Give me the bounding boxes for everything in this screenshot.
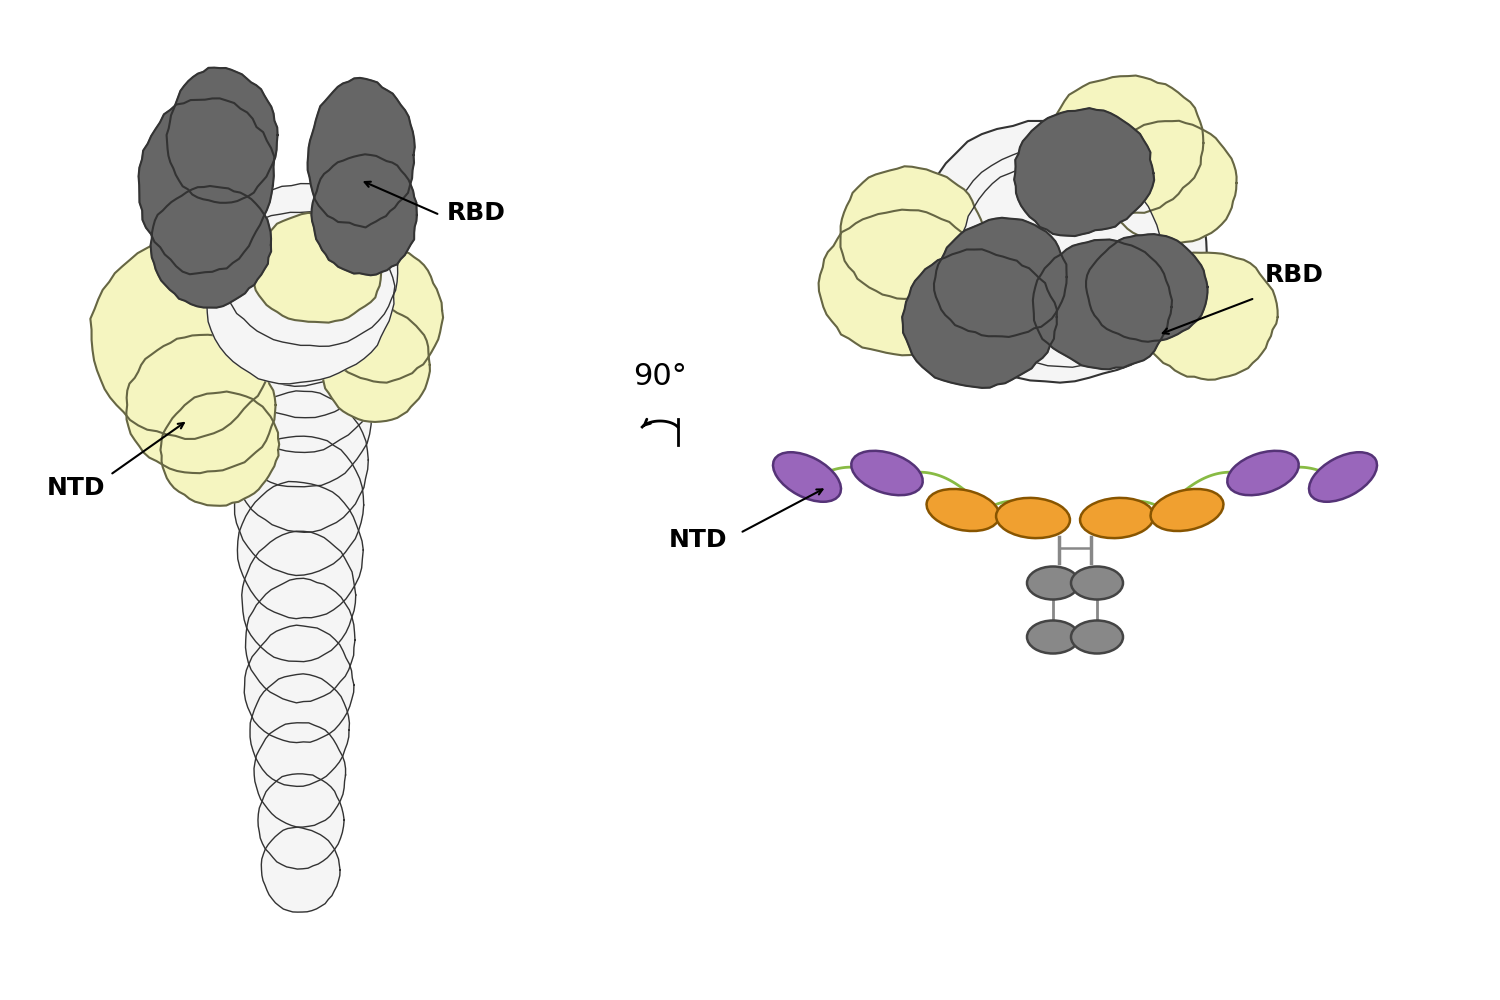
Polygon shape (220, 184, 398, 346)
Polygon shape (321, 307, 430, 422)
Polygon shape (308, 78, 414, 227)
Ellipse shape (1071, 566, 1124, 599)
Polygon shape (244, 625, 354, 743)
Ellipse shape (1028, 620, 1078, 654)
Text: RBD: RBD (447, 201, 506, 225)
Polygon shape (840, 166, 984, 299)
Polygon shape (312, 154, 417, 275)
Polygon shape (150, 186, 272, 308)
Ellipse shape (772, 452, 842, 502)
Polygon shape (251, 674, 350, 786)
Polygon shape (252, 213, 382, 323)
Polygon shape (902, 249, 1058, 388)
Ellipse shape (852, 451, 922, 495)
Polygon shape (819, 210, 984, 355)
Polygon shape (234, 391, 369, 532)
Polygon shape (258, 774, 344, 869)
Polygon shape (254, 723, 345, 827)
Polygon shape (234, 436, 363, 575)
Polygon shape (237, 481, 363, 619)
Ellipse shape (1071, 620, 1124, 654)
Ellipse shape (1080, 498, 1154, 538)
Text: RBD: RBD (1264, 263, 1324, 287)
Polygon shape (216, 227, 384, 386)
Ellipse shape (1028, 566, 1078, 599)
Polygon shape (160, 392, 279, 506)
Text: 90°: 90° (633, 362, 687, 391)
Ellipse shape (1150, 489, 1224, 531)
Polygon shape (958, 161, 1161, 347)
Polygon shape (1048, 76, 1203, 213)
Polygon shape (214, 192, 386, 358)
Polygon shape (242, 531, 356, 662)
Ellipse shape (996, 498, 1070, 538)
Polygon shape (126, 335, 276, 473)
Text: NTD: NTD (46, 476, 105, 500)
Polygon shape (138, 98, 274, 274)
Ellipse shape (1227, 451, 1299, 495)
Polygon shape (1106, 121, 1236, 245)
Polygon shape (90, 241, 274, 439)
Polygon shape (166, 68, 278, 203)
Ellipse shape (1310, 452, 1377, 502)
Polygon shape (316, 242, 442, 383)
Polygon shape (1086, 234, 1208, 342)
Polygon shape (934, 218, 1066, 337)
Polygon shape (228, 341, 372, 487)
Polygon shape (1014, 108, 1154, 236)
Polygon shape (207, 212, 394, 384)
Polygon shape (1034, 240, 1172, 369)
Polygon shape (942, 141, 1179, 367)
Polygon shape (222, 298, 378, 452)
Polygon shape (224, 259, 380, 418)
Polygon shape (246, 578, 356, 703)
Text: NTD: NTD (669, 528, 728, 552)
Polygon shape (261, 827, 340, 912)
Ellipse shape (927, 489, 999, 531)
Polygon shape (1137, 253, 1278, 380)
Polygon shape (909, 117, 1208, 383)
